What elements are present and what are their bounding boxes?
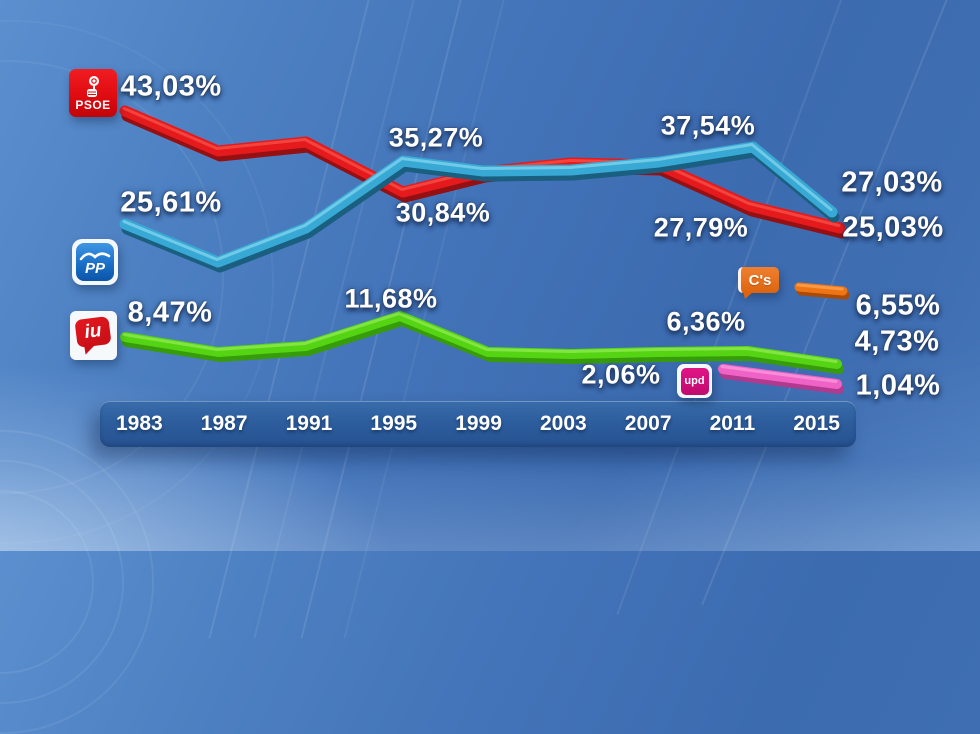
- value-label-cs-2015: 6,55%: [855, 289, 941, 322]
- iu-logo-label: iu: [83, 320, 103, 343]
- psoe-fist-rose-icon: [87, 76, 99, 97]
- chart-canvas: [119, 105, 850, 394]
- value-label-psoe-2015: 25,03%: [842, 211, 944, 244]
- bottom-fog: [0, 461, 980, 551]
- value-label-pp-1995: 35,27%: [388, 122, 484, 153]
- x-axis-bar: 1983 1987 1991 1995 1999 2003 2007 2011 …: [100, 401, 856, 447]
- year-label-1991: 1991: [285, 412, 333, 435]
- value-label-upyd-2015: 1,04%: [855, 369, 941, 402]
- value-label-upyd-2011: 2,06%: [581, 359, 661, 390]
- year-label-2007: 2007: [624, 412, 672, 435]
- year-label-1983: 1983: [116, 412, 163, 435]
- value-label-pp-1983: 25,61%: [120, 186, 222, 219]
- psoe-logo: PSOE: [69, 69, 117, 117]
- iu-bubble-tail: [80, 341, 96, 357]
- value-label-iu-1995: 11,68%: [344, 283, 438, 314]
- psoe-logo-label: PSOE: [75, 98, 111, 112]
- year-label-1995: 1995: [370, 412, 418, 435]
- year-label-2011: 2011: [709, 412, 756, 435]
- upyd-logo-label: upd: [684, 375, 705, 387]
- value-label-psoe-1995: 30,84%: [395, 197, 491, 228]
- year-label-1999: 1999: [455, 412, 502, 435]
- iu-line: [120, 311, 844, 374]
- value-label-pp-2015: 27,03%: [841, 166, 943, 199]
- year-label-1987: 1987: [200, 412, 248, 435]
- cs-line: [794, 282, 850, 300]
- value-label-iu-2011: 6,36%: [666, 306, 746, 337]
- year-label-2003: 2003: [539, 412, 587, 435]
- value-label-pp-2011: 37,54%: [660, 110, 756, 141]
- value-label-iu-2015: 4,73%: [854, 325, 940, 358]
- cs-bubble-tail: [743, 291, 754, 299]
- value-label-psoe-2011: 27,79%: [653, 212, 749, 243]
- cs-logo-label: C's: [748, 271, 772, 289]
- pp-bird-icon: [79, 251, 111, 260]
- pp-logo-label: PP: [84, 259, 105, 277]
- year-label-2015: 2015: [793, 412, 840, 435]
- pp-logo: PP: [72, 239, 118, 285]
- upyd-logo: upd: [677, 364, 712, 398]
- upyd-line: [718, 364, 844, 394]
- iu-logo: iu: [70, 311, 117, 360]
- value-label-iu-1983: 8,47%: [127, 296, 213, 329]
- pp-line: [119, 141, 840, 273]
- value-label-psoe-1983: 43,03%: [120, 70, 222, 103]
- cs-logo: C's: [738, 267, 779, 299]
